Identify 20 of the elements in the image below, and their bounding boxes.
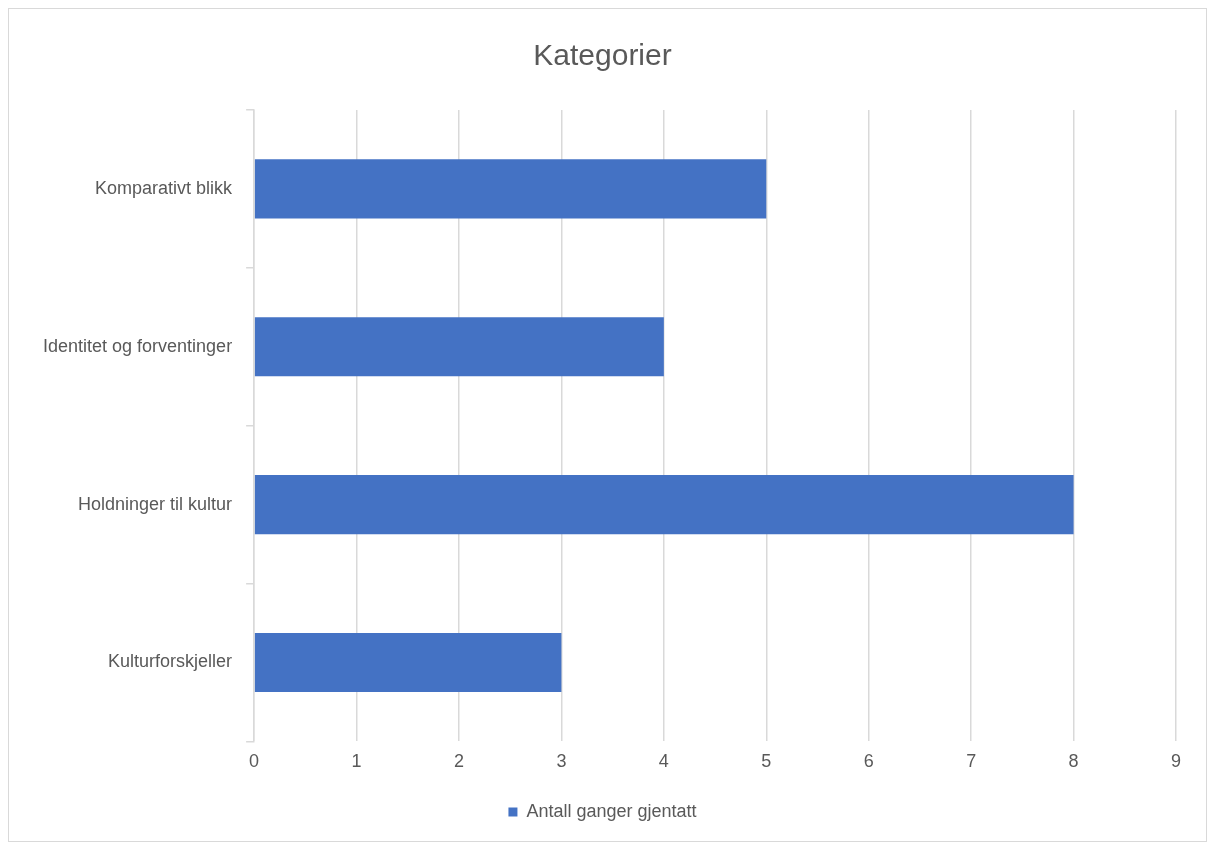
legend-label: Antall ganger gjentatt <box>526 800 697 821</box>
bar <box>254 632 562 693</box>
y-tick-label: Kulturforskjeller <box>108 651 233 672</box>
x-tick-label: 7 <box>966 751 977 772</box>
x-tick-label: 3 <box>556 751 567 772</box>
x-tick-label: 2 <box>453 751 464 772</box>
x-tick-label: 0 <box>249 751 260 772</box>
y-tick-label: Komparativt blikk <box>95 177 234 198</box>
x-tick-label: 9 <box>1170 751 1182 772</box>
y-tick-label: Holdninger til kultur <box>78 493 233 514</box>
x-tick-label: 8 <box>1068 751 1079 772</box>
x-tick-label: 6 <box>863 751 874 772</box>
x-tick-label: 5 <box>761 751 772 772</box>
bar <box>254 317 664 377</box>
x-tick-label: 1 <box>351 751 362 772</box>
chart-title: Kategorier <box>533 38 672 72</box>
bar <box>254 159 767 219</box>
bar <box>254 475 1074 535</box>
y-tick-label: Identitet og forventinger <box>43 335 233 356</box>
x-tick-label: 4 <box>658 751 669 772</box>
